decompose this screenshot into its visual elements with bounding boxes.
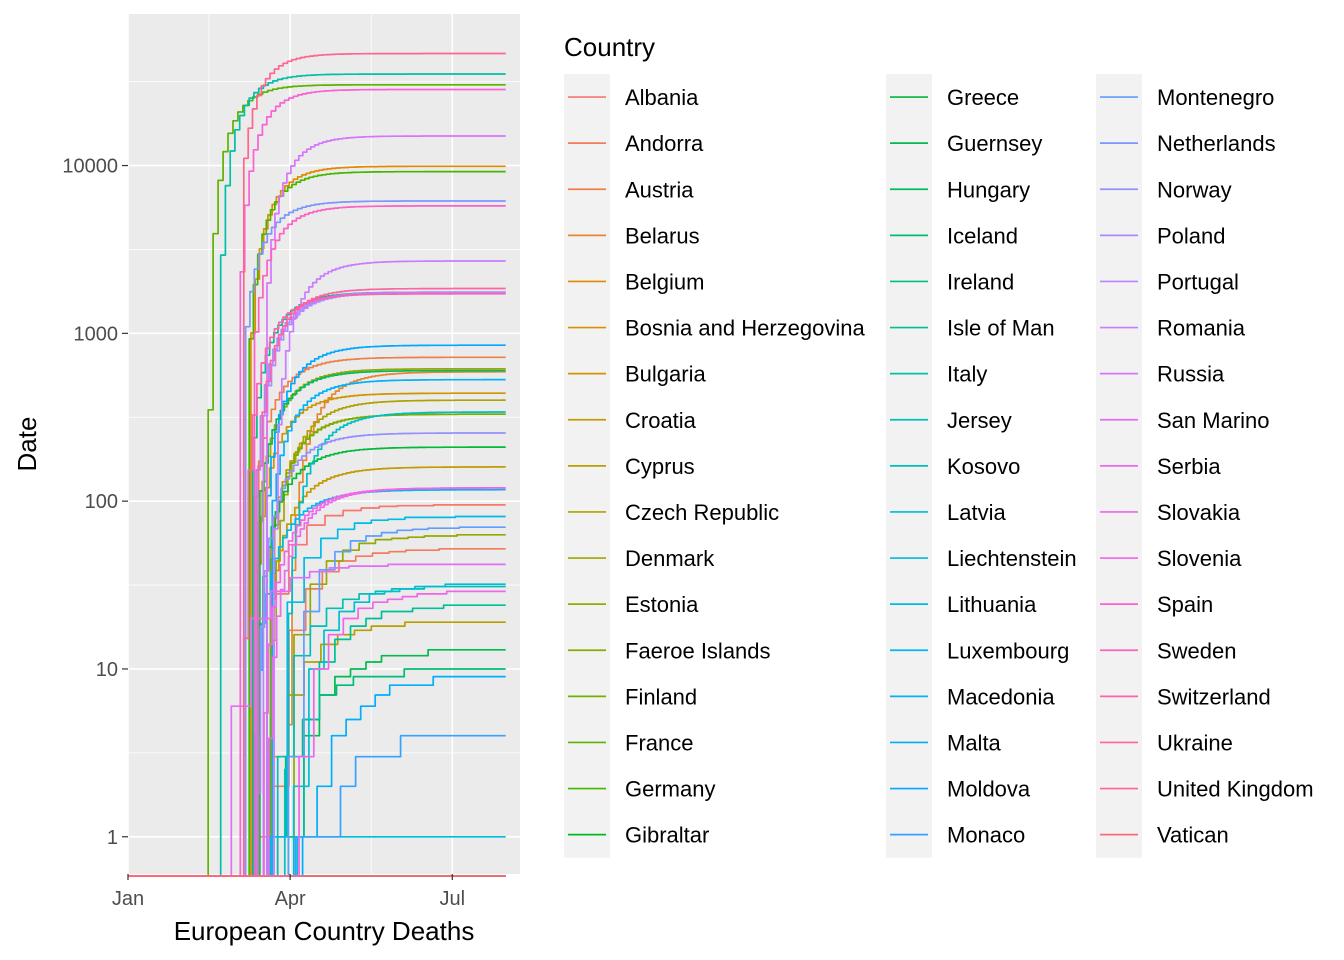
- legend-label: Norway: [1157, 177, 1232, 202]
- series-line-macedonia: [128, 378, 506, 877]
- series-line-iceland: [128, 668, 506, 877]
- legend-label: Belgium: [625, 269, 704, 294]
- legend-label: Denmark: [625, 546, 715, 571]
- legend-label: Guernsey: [947, 131, 1042, 156]
- legend-label: Bosnia and Herzegovina: [625, 316, 865, 341]
- legend-label: Isle of Man: [947, 316, 1055, 341]
- series-line-slovenia: [128, 487, 506, 877]
- legend-label: Sweden: [1157, 638, 1237, 663]
- legend-label: Finland: [625, 684, 697, 709]
- y-tick-label: 1: [107, 827, 118, 849]
- legend-label: Czech Republic: [625, 500, 779, 525]
- series-line-russia: [128, 135, 506, 877]
- series-line-spain: [128, 88, 506, 877]
- legend-label: Liechtenstein: [947, 546, 1077, 571]
- legend-label: France: [625, 730, 693, 755]
- legend-label: Italy: [947, 362, 987, 387]
- legend-label: Andorra: [625, 131, 704, 156]
- legend: Albania Andorra Austria Belarus Belgium Bosni…: [564, 74, 1314, 858]
- x-tick-label: Jan: [112, 888, 144, 910]
- legend-label: Kosovo: [947, 454, 1020, 479]
- series-line-lithuania: [128, 515, 506, 877]
- y-tick-label: 10000: [62, 156, 118, 178]
- legend-label: Austria: [625, 177, 694, 202]
- legend-label: Hungary: [947, 177, 1030, 202]
- legend-label: Faeroe Islands: [625, 638, 771, 663]
- legend-label: United Kingdom: [1157, 777, 1314, 802]
- legend-label: Malta: [947, 730, 1002, 755]
- legend-label: Latvia: [947, 500, 1006, 525]
- series-line-kosovo: [128, 411, 506, 877]
- legend-label: Spain: [1157, 592, 1213, 617]
- series-line-bulgaria: [128, 392, 506, 877]
- series-lines: [128, 52, 506, 877]
- series-line-belgium: [128, 165, 506, 877]
- series-line-malta: [128, 675, 506, 877]
- series-line-czech-republic: [128, 399, 506, 877]
- legend-label: Serbia: [1157, 454, 1221, 479]
- series-line-greece: [128, 446, 506, 877]
- legend-label: Monaco: [947, 823, 1025, 848]
- legend-label: Poland: [1157, 223, 1226, 248]
- legend-label: Luxembourg: [947, 638, 1069, 663]
- x-axis-title: European Country Deaths: [174, 916, 475, 946]
- legend-label: Switzerland: [1157, 684, 1271, 709]
- x-tick-label: Jul: [440, 888, 466, 910]
- legend-label: Slovenia: [1157, 546, 1242, 571]
- legend-label: Romania: [1157, 316, 1246, 341]
- series-line-netherlands: [128, 200, 506, 877]
- series-line-austria: [128, 356, 506, 877]
- series-line-san-marino: [128, 563, 506, 877]
- legend-label: Greece: [947, 85, 1019, 110]
- legend-label: Cyprus: [625, 454, 695, 479]
- legend-label: Belarus: [625, 223, 700, 248]
- minor-gridlines: [128, 14, 520, 874]
- axis-ticks: 1 10 100 1000 10000 Jan Apr Jul: [62, 156, 465, 910]
- legend-label: Ukraine: [1157, 730, 1233, 755]
- series-line-monaco: [128, 734, 506, 877]
- series-line-united-kingdom: [128, 52, 506, 877]
- legend-label: Gibraltar: [625, 823, 709, 848]
- y-tick-label: 10: [96, 659, 118, 681]
- series-line-moldova: [128, 344, 506, 877]
- series-line-ukraine: [128, 287, 506, 877]
- legend-label: Iceland: [947, 223, 1018, 248]
- series-line-finland: [128, 413, 506, 877]
- series-line-montenegro: [128, 526, 506, 877]
- legend-label: Montenegro: [1157, 85, 1274, 110]
- series-line-estonia: [128, 533, 506, 877]
- series-line-slovakia: [128, 590, 506, 877]
- legend-label: San Marino: [1157, 408, 1270, 433]
- legend-label: Vatican: [1157, 823, 1229, 848]
- series-line-hungary: [128, 369, 506, 877]
- legend-title: Country: [564, 32, 655, 62]
- x-tick-label: Apr: [275, 888, 306, 910]
- series-line-sweden: [128, 205, 506, 877]
- legend-label: Slovakia: [1157, 500, 1241, 525]
- series-line-norway: [128, 432, 506, 877]
- series-line-romania: [128, 260, 506, 877]
- series-line-latvia: [128, 583, 506, 877]
- legend-label: Croatia: [625, 408, 697, 433]
- legend-label: Bulgaria: [625, 362, 706, 387]
- legend-label: Ireland: [947, 269, 1014, 294]
- y-tick-label: 1000: [74, 323, 119, 345]
- legend-label: Estonia: [625, 592, 699, 617]
- legend-label: Germany: [625, 777, 715, 802]
- legend-label: Macedonia: [947, 684, 1055, 709]
- legend-label: Netherlands: [1157, 131, 1276, 156]
- series-line-france: [128, 83, 506, 877]
- legend-label: Albania: [625, 85, 699, 110]
- legend-label: Russia: [1157, 362, 1225, 387]
- legend-label: Jersey: [947, 408, 1012, 433]
- y-axis-title: Date: [12, 417, 42, 472]
- legend-label: Moldova: [947, 777, 1031, 802]
- y-tick-label: 100: [85, 491, 118, 513]
- legend-label: Lithuania: [947, 592, 1037, 617]
- series-line-belarus: [128, 370, 506, 877]
- series-line-switzerland: [128, 292, 506, 877]
- series-line-italy: [128, 73, 506, 877]
- legend-label: Portugal: [1157, 269, 1239, 294]
